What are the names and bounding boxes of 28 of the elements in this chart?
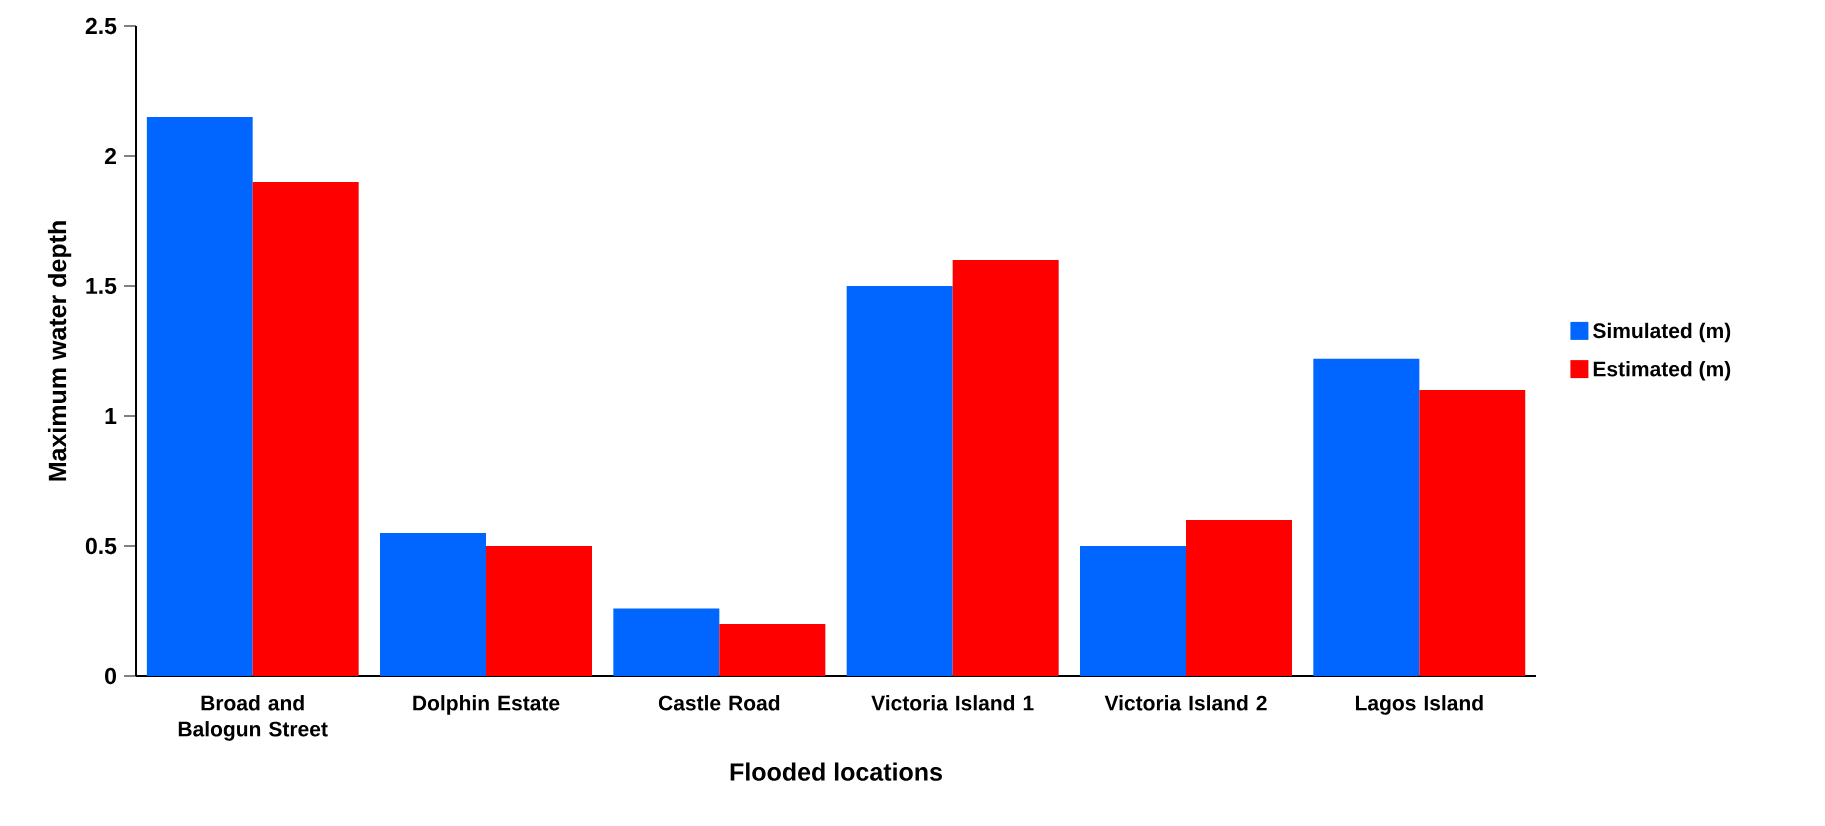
bar	[252, 182, 359, 676]
bar	[486, 546, 592, 676]
bar	[380, 533, 487, 676]
x-tick-label: Lagos Island	[1355, 695, 1483, 715]
bar	[146, 117, 253, 676]
y-axis-title: Maximum water depth	[47, 221, 72, 481]
bar	[952, 260, 1059, 676]
x-tick-label: Victoria Island 2	[1104, 695, 1267, 711]
legend-label: Simulated (m)	[1593, 322, 1731, 343]
x-tick-label: Broad and Balogun Street	[178, 695, 328, 741]
bar	[1186, 520, 1292, 676]
legend-label: Estimated (m)	[1593, 361, 1731, 381]
bar	[1419, 390, 1526, 676]
y-tick-label: 2.5	[85, 17, 117, 35]
bar	[1313, 358, 1420, 676]
bar	[1080, 546, 1186, 676]
y-tick-label: 0	[105, 667, 116, 685]
bar	[613, 608, 720, 676]
bar	[719, 624, 826, 676]
y-tick-label: 1	[105, 408, 117, 424]
bar	[846, 286, 953, 676]
y-tick-label: 2	[104, 147, 116, 165]
x-axis-title: Flooded locations	[730, 762, 942, 781]
x-tick-label: Victoria Island 1	[871, 695, 1034, 711]
x-tick-label: Castle Road	[658, 695, 780, 711]
x-tick-label: Dolphin Estate	[413, 695, 560, 715]
y-tick-label: 0.5	[85, 537, 117, 555]
y-tick-label: 1.5	[86, 277, 117, 295]
